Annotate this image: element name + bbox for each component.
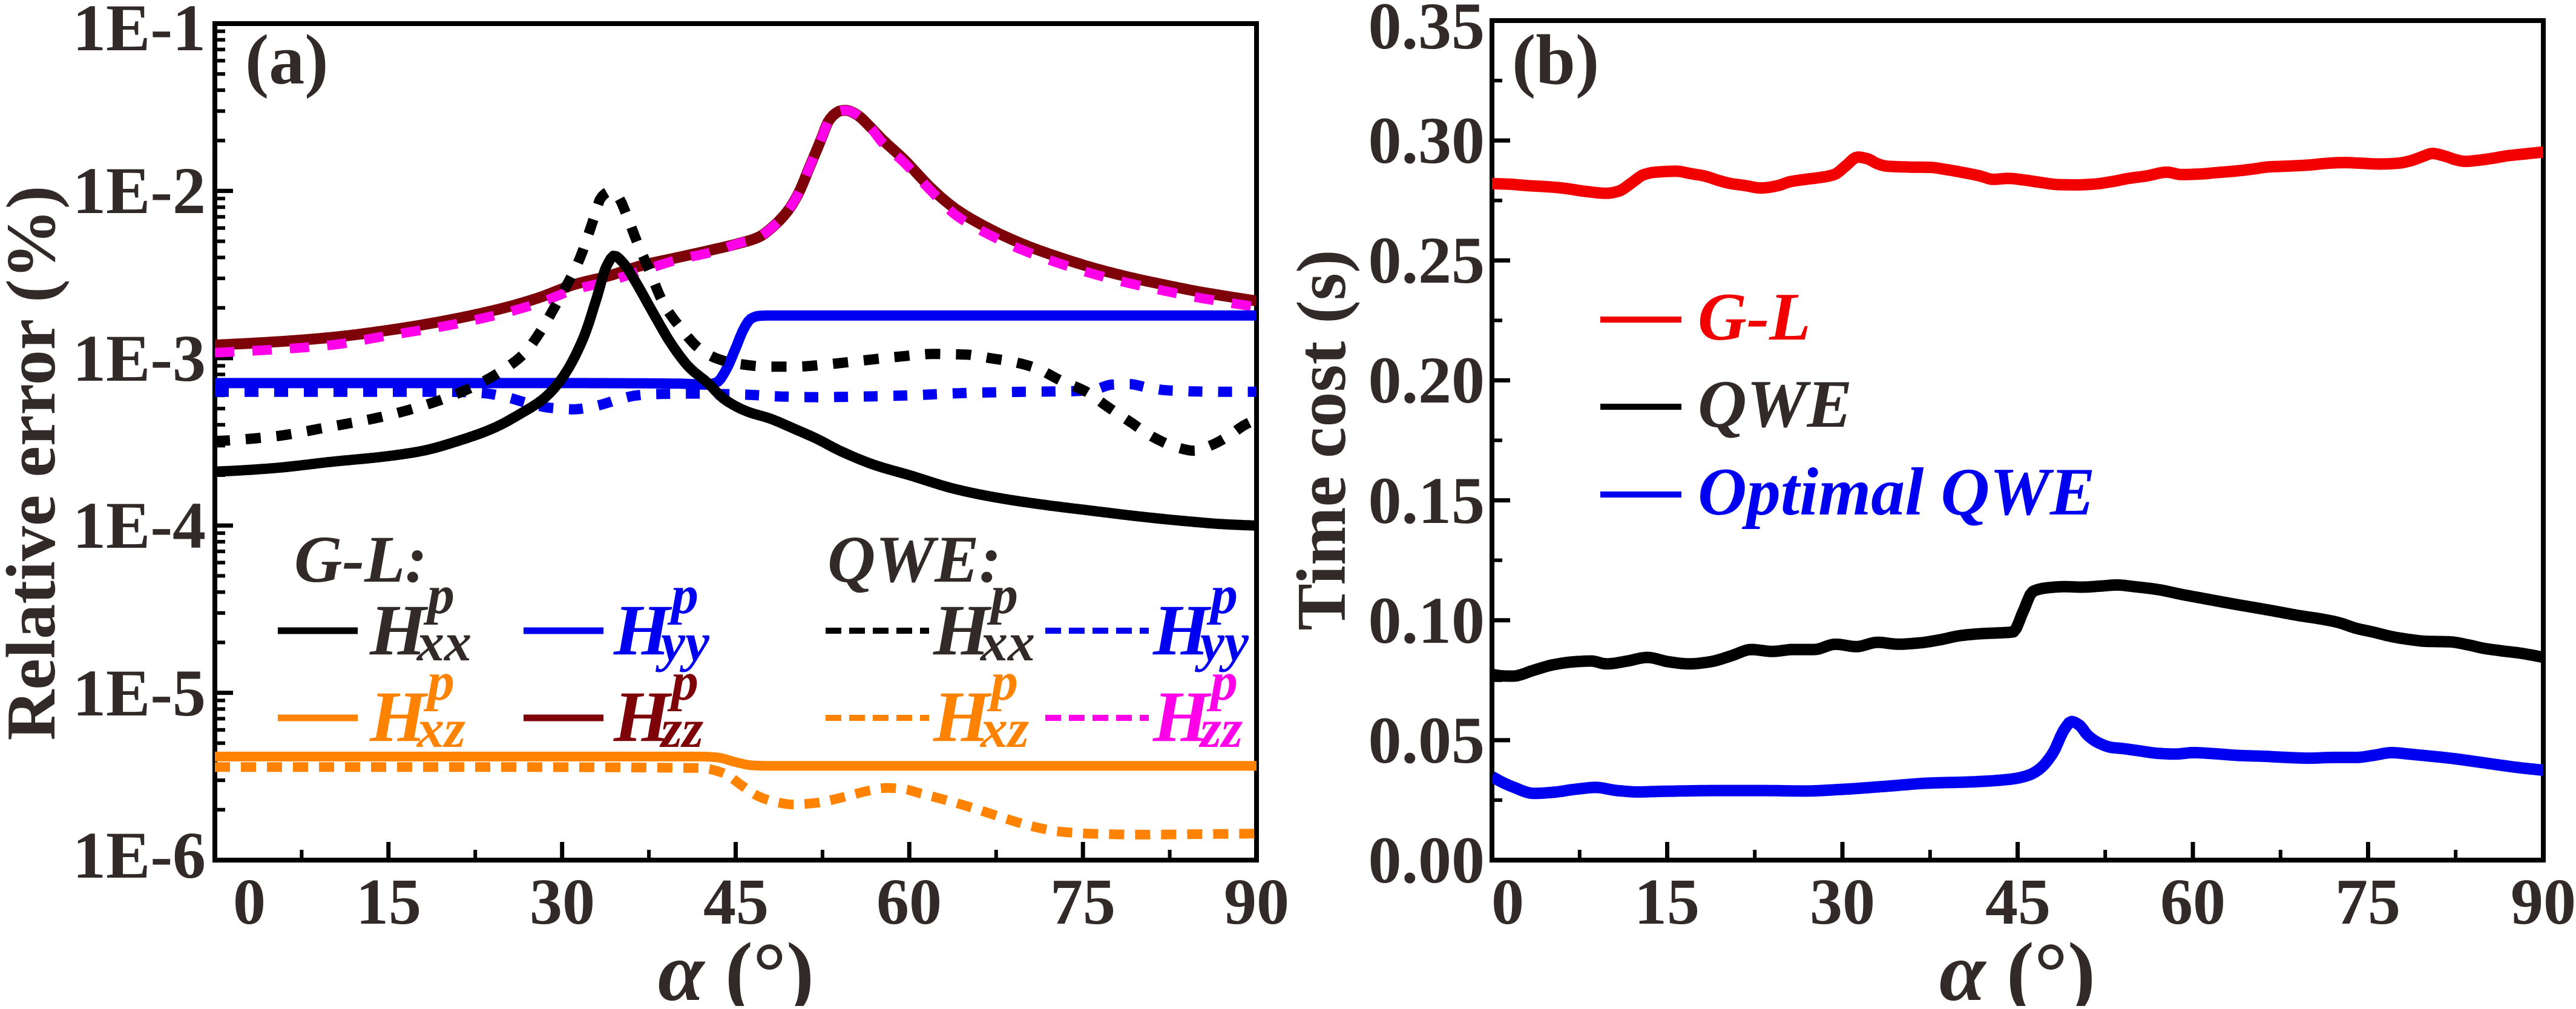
- svg-text:H: H: [933, 590, 992, 670]
- svg-text:15: 15: [356, 866, 421, 938]
- svg-text:30: 30: [1810, 866, 1875, 938]
- svg-text:p: p: [987, 652, 1018, 712]
- svg-text:90: 90: [2511, 866, 2576, 938]
- svg-text:60: 60: [876, 866, 942, 938]
- svg-text:yy: yy: [655, 613, 710, 672]
- svg-text:1E-3: 1E-3: [73, 321, 206, 395]
- svg-text:xz: xz: [416, 699, 465, 759]
- svg-text:0.05: 0.05: [1368, 703, 1485, 777]
- svg-text:H: H: [369, 676, 429, 757]
- svg-text:0.30: 0.30: [1368, 104, 1485, 177]
- svg-text:p: p: [987, 565, 1018, 625]
- svg-text:H: H: [613, 676, 672, 757]
- svg-text:H: H: [1152, 676, 1212, 757]
- svg-text:Relative error (%): Relative error (%): [0, 186, 70, 741]
- svg-text:45: 45: [703, 866, 769, 938]
- svg-text:0.25: 0.25: [1368, 223, 1485, 297]
- svg-text:p: p: [1206, 565, 1238, 625]
- svg-text:p: p: [1206, 652, 1238, 712]
- svg-text:0.20: 0.20: [1368, 343, 1485, 417]
- svg-text:zz: zz: [1198, 699, 1243, 759]
- svg-text:(a): (a): [245, 20, 329, 99]
- svg-text:1E-1: 1E-1: [73, 0, 206, 65]
- svg-text:α (°): α (°): [1939, 925, 2095, 1006]
- svg-text:15: 15: [1634, 866, 1700, 938]
- svg-text:90: 90: [1224, 866, 1289, 938]
- svg-text:0.00: 0.00: [1368, 823, 1485, 897]
- svg-text:0: 0: [1491, 866, 1524, 938]
- svg-text:QWE:: QWE:: [827, 522, 1001, 596]
- svg-text:G-L: G-L: [1698, 280, 1811, 355]
- svg-text:H: H: [369, 590, 429, 670]
- svg-text:1E-4: 1E-4: [73, 488, 206, 562]
- svg-text:zz: zz: [659, 699, 703, 759]
- svg-text:α (°): α (°): [658, 925, 814, 1006]
- svg-text:p: p: [423, 565, 455, 625]
- svg-text:60: 60: [2160, 866, 2226, 938]
- svg-text:H: H: [1152, 590, 1212, 670]
- svg-text:Time cost (s): Time cost (s): [1283, 249, 1361, 630]
- svg-text:1E-5: 1E-5: [73, 656, 206, 730]
- svg-text:xz: xz: [979, 699, 1029, 759]
- svg-text:p: p: [667, 565, 698, 625]
- svg-text:1E-2: 1E-2: [73, 154, 206, 228]
- svg-text:H: H: [933, 676, 992, 757]
- svg-text:0.35: 0.35: [1368, 0, 1485, 63]
- svg-text:xx: xx: [416, 613, 472, 672]
- svg-text:75: 75: [1050, 866, 1116, 938]
- svg-text:H: H: [613, 590, 672, 670]
- svg-text:0: 0: [233, 866, 266, 938]
- svg-text:Optimal QWE: Optimal QWE: [1698, 455, 2095, 530]
- svg-text:yy: yy: [1194, 613, 1249, 672]
- svg-text:p: p: [423, 652, 455, 712]
- svg-text:(b): (b): [1512, 20, 1599, 99]
- svg-text:QWE: QWE: [1698, 367, 1852, 442]
- svg-text:p: p: [667, 652, 698, 712]
- svg-text:45: 45: [1985, 866, 2051, 938]
- svg-text:G-L:: G-L:: [294, 522, 427, 596]
- svg-text:1E-6: 1E-6: [73, 818, 206, 892]
- svg-text:0.15: 0.15: [1368, 464, 1485, 537]
- svg-text:75: 75: [2335, 866, 2400, 938]
- svg-text:30: 30: [530, 866, 595, 938]
- svg-text:xx: xx: [979, 613, 1035, 672]
- svg-text:0.10: 0.10: [1368, 583, 1485, 657]
